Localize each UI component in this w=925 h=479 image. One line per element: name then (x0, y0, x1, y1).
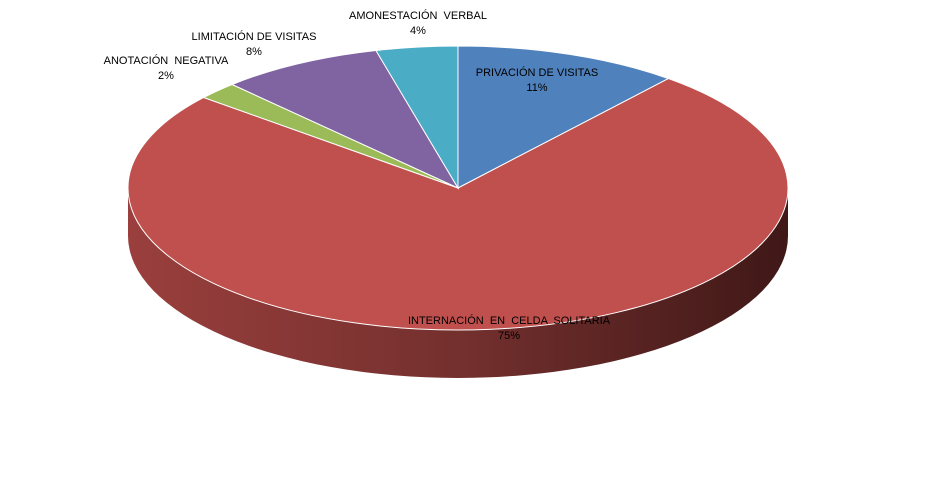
pie-top-layer (127, 45, 789, 331)
slice-value-0: 11% (526, 82, 547, 94)
slice-value-3: 8% (246, 46, 262, 58)
slice-label-4: AMONESTACIÓN VERBAL (349, 9, 487, 22)
slice-value-1: 75% (498, 330, 520, 342)
slice-label-3: LIMITACIÓN DE VISITAS (192, 30, 317, 43)
pie-slice-0 (457, 45, 670, 189)
slice-value-4: 4% (410, 25, 426, 37)
slice-value-2: 2% (158, 70, 174, 82)
pie-label-layer: PRIVACIÓN DE VISITAS 11% INTERNACIÓN EN CE… (104, 9, 611, 342)
slice-label-0: PRIVACIÓN DE VISITAS (476, 66, 598, 79)
slice-label-2: ANOTACIÓN NEGATIVA (104, 54, 229, 67)
pie-slice-4 (375, 45, 459, 190)
pie-side-layer (128, 188, 788, 378)
pie-slice-1 (127, 78, 789, 331)
pie-side-1 (128, 188, 788, 378)
pie-slice-3 (230, 49, 460, 190)
slice-label-1: INTERNACIÓN EN CELDA SOLITARIA (408, 314, 611, 327)
